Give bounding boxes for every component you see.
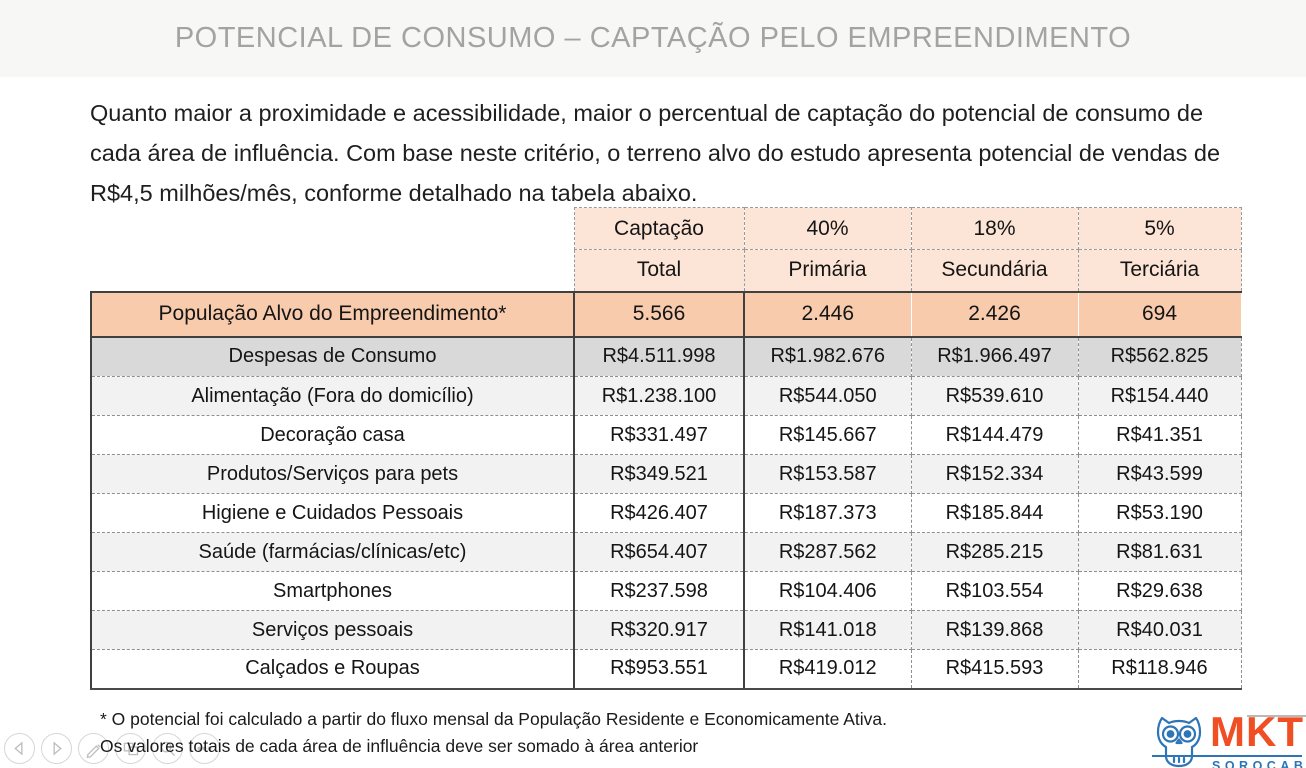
row-secundaria: R$539.610 bbox=[911, 376, 1079, 416]
row-label: Saúde (farmácias/clínicas/etc) bbox=[90, 532, 575, 572]
ellipsis-icon bbox=[197, 746, 212, 751]
footnote-1: * O potencial foi calculado a partir do … bbox=[100, 709, 887, 729]
expenses-primaria: R$1.982.676 bbox=[744, 336, 912, 377]
header-total: Total bbox=[573, 249, 745, 292]
expenses-terciaria: R$562.825 bbox=[1078, 336, 1242, 377]
table-header-row-areas: Total Primária Secundária Terciária bbox=[91, 249, 1242, 292]
population-total: 5.566 bbox=[574, 290, 745, 338]
header-pct-secundaria: 18% bbox=[910, 207, 1079, 250]
logo-city-text: SOROCABA bbox=[1212, 759, 1306, 768]
pen-icon bbox=[86, 744, 101, 759]
table-row: Saúde (farmácias/clínicas/etc) R$654.407… bbox=[90, 532, 1242, 572]
row-total: R$1.238.100 bbox=[574, 376, 745, 416]
mkt-sorocaba-logo: MKT SOROCABA bbox=[1148, 708, 1306, 768]
row-primaria: R$544.050 bbox=[744, 376, 912, 416]
row-terciaria: R$81.631 bbox=[1078, 532, 1242, 572]
population-label: População Alvo do Empreendimento* bbox=[90, 290, 575, 338]
row-terciaria: R$154.440 bbox=[1078, 376, 1242, 416]
logo-brand-text: MKT bbox=[1210, 708, 1304, 755]
row-total: R$654.407 bbox=[574, 532, 745, 572]
header-pct-primaria: 40% bbox=[743, 207, 912, 250]
table-row: Higiene e Cuidados Pessoais R$426.407 R$… bbox=[90, 493, 1242, 533]
row-secundaria: R$103.554 bbox=[911, 571, 1079, 611]
row-primaria: R$287.562 bbox=[744, 532, 912, 572]
next-arrow-icon bbox=[53, 741, 62, 756]
row-label: Alimentação (Fora do domicílio) bbox=[90, 376, 575, 416]
row-total: R$426.407 bbox=[574, 493, 745, 533]
expenses-label: Despesas de Consumo bbox=[90, 336, 575, 377]
header-primaria: Primária bbox=[743, 249, 912, 292]
page-title: POTENCIAL DE CONSUMO – CAPTAÇÃO PELO EMP… bbox=[174, 22, 1132, 54]
row-secundaria: R$144.479 bbox=[911, 415, 1079, 455]
row-total: R$953.551 bbox=[574, 649, 745, 690]
population-terciaria: 694 bbox=[1078, 290, 1241, 338]
population-secundaria: 2.426 bbox=[911, 290, 1078, 338]
intro-paragraph: Quanto maior a proximidade e acessibilid… bbox=[90, 100, 1221, 206]
next-slide-button[interactable] bbox=[41, 733, 72, 764]
row-secundaria: R$285.215 bbox=[911, 532, 1079, 572]
slideshow-controls bbox=[4, 733, 220, 764]
row-label: Higiene e Cuidados Pessoais bbox=[90, 493, 575, 533]
table-row: Decoração casa R$331.497 R$145.667 R$144… bbox=[90, 415, 1242, 455]
header-pct-terciaria: 5% bbox=[1077, 207, 1242, 250]
row-total: R$320.917 bbox=[574, 610, 745, 650]
title-banner: POTENCIAL DE CONSUMO – CAPTAÇÃO PELO EMP… bbox=[0, 0, 1306, 77]
expenses-total-row: Despesas de Consumo R$4.511.998 R$1.982.… bbox=[90, 336, 1242, 377]
row-primaria: R$104.406 bbox=[744, 571, 912, 611]
zoom-slide-button[interactable] bbox=[152, 733, 183, 764]
row-secundaria: R$415.593 bbox=[911, 649, 1079, 690]
row-terciaria: R$40.031 bbox=[1078, 610, 1242, 650]
table-header-row-capture: Captação 40% 18% 5% bbox=[91, 207, 1242, 250]
row-label: Serviços pessoais bbox=[90, 610, 575, 650]
row-label: Produtos/Serviços para pets bbox=[90, 454, 575, 494]
table-row: Smartphones R$237.598 R$104.406 R$103.55… bbox=[90, 571, 1242, 611]
footnote-2: Os valores totais de cada área de influê… bbox=[100, 736, 699, 756]
expenses-secundaria: R$1.966.497 bbox=[911, 336, 1079, 377]
row-primaria: R$419.012 bbox=[744, 649, 912, 690]
population-row: População Alvo do Empreendimento* 5.566 … bbox=[90, 290, 1241, 338]
row-terciaria: R$43.599 bbox=[1078, 454, 1242, 494]
header-captacao: Captação bbox=[573, 207, 745, 250]
table-row: Serviços pessoais R$320.917 R$141.018 R$… bbox=[90, 610, 1242, 650]
row-terciaria: R$53.190 bbox=[1078, 493, 1242, 533]
footnotes: * O potencial foi calculado a partir do … bbox=[100, 706, 887, 760]
expenses-total: R$4.511.998 bbox=[574, 336, 745, 377]
header-spacer bbox=[91, 250, 574, 292]
row-secundaria: R$152.334 bbox=[911, 454, 1079, 494]
row-primaria: R$141.018 bbox=[744, 610, 912, 650]
previous-slide-button[interactable] bbox=[4, 733, 35, 764]
table-row: Calçados e Roupas R$953.551 R$419.012 R$… bbox=[90, 649, 1242, 690]
see-all-slides-button[interactable] bbox=[115, 733, 146, 764]
row-terciaria: R$41.351 bbox=[1078, 415, 1242, 455]
row-label: Calçados e Roupas bbox=[90, 649, 575, 690]
row-terciaria: R$29.638 bbox=[1078, 571, 1242, 611]
magnifier-icon bbox=[160, 741, 175, 756]
more-options-button[interactable] bbox=[189, 733, 220, 764]
row-secundaria: R$139.868 bbox=[911, 610, 1079, 650]
table-row: Alimentação (Fora do domicílio) R$1.238.… bbox=[90, 376, 1242, 416]
previous-arrow-icon bbox=[14, 741, 23, 756]
row-total: R$237.598 bbox=[574, 571, 745, 611]
consumption-table: Captação 40% 18% 5% Total Primária Secun… bbox=[90, 207, 1242, 690]
row-total: R$349.521 bbox=[574, 454, 745, 494]
population-primaria: 2.446 bbox=[744, 290, 911, 338]
header-terciaria: Terciária bbox=[1077, 249, 1242, 292]
decorative-line bbox=[1247, 715, 1306, 717]
row-label: Smartphones bbox=[90, 571, 575, 611]
header-spacer bbox=[91, 208, 574, 250]
row-primaria: R$145.667 bbox=[744, 415, 912, 455]
row-secundaria: R$185.844 bbox=[911, 493, 1079, 533]
row-total: R$331.497 bbox=[574, 415, 745, 455]
logo-rule bbox=[1152, 755, 1302, 757]
table-row: Produtos/Serviços para pets R$349.521 R$… bbox=[90, 454, 1242, 494]
slides-grid-icon bbox=[123, 742, 139, 756]
owl-icon bbox=[1156, 716, 1202, 768]
header-secundaria: Secundária bbox=[910, 249, 1079, 292]
row-primaria: R$153.587 bbox=[744, 454, 912, 494]
row-terciaria: R$118.946 bbox=[1078, 649, 1242, 690]
row-label: Decoração casa bbox=[90, 415, 575, 455]
pen-button[interactable] bbox=[78, 733, 109, 764]
row-primaria: R$187.373 bbox=[744, 493, 912, 533]
